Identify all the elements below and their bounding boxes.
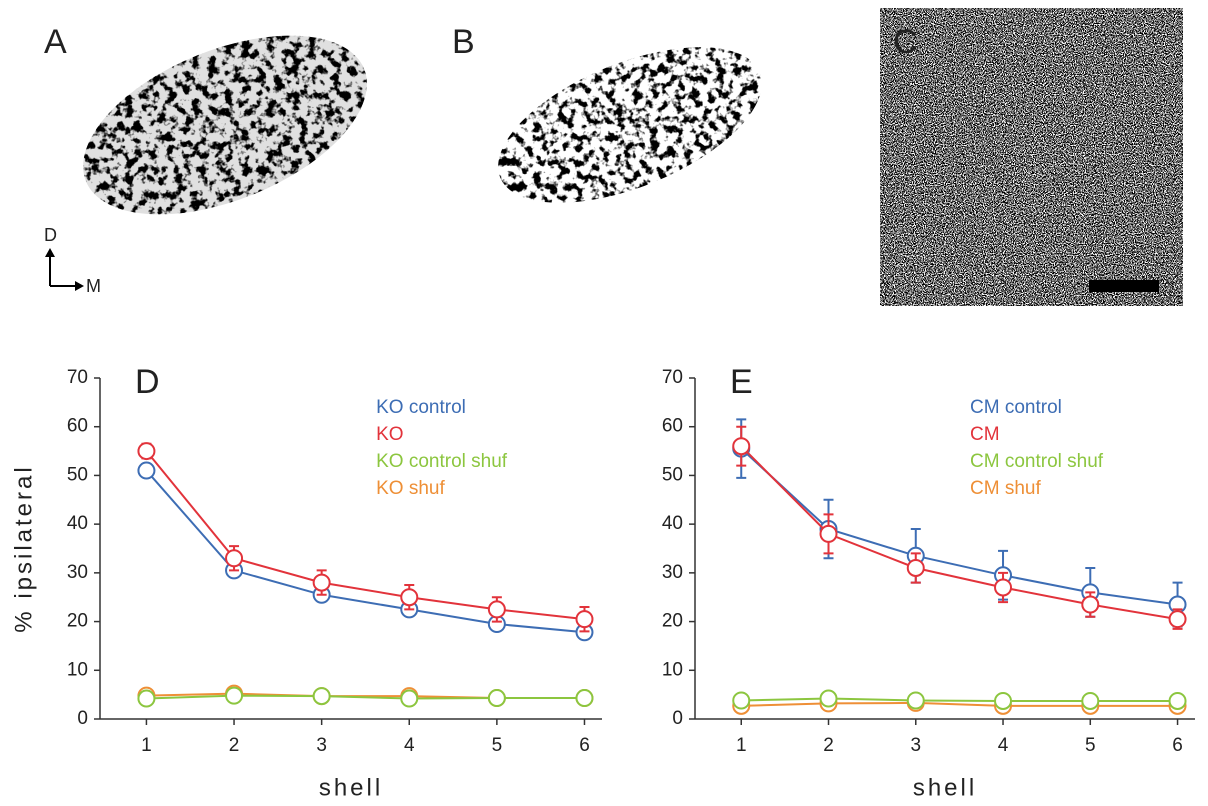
image-a [80, 20, 380, 251]
legend-entry: CM [970, 424, 1000, 445]
marker [487, 600, 506, 619]
image-c [880, 8, 1183, 306]
x-tick-label: 6 [579, 735, 590, 756]
marker [732, 437, 751, 456]
legend-entry: KO control shuf [376, 451, 508, 472]
orientation-label: D [44, 225, 57, 245]
marker [137, 689, 156, 708]
legend-entry: CM shuf [970, 478, 1041, 499]
y-tick-label: 60 [67, 416, 88, 437]
legend-entry: KO control [376, 397, 466, 418]
x-tick-label: 3 [910, 735, 921, 756]
marker [400, 588, 419, 607]
marker [575, 689, 594, 708]
x-tick-label: 6 [1172, 735, 1183, 756]
legend-entry: CM control shuf [970, 451, 1104, 472]
x-tick-label: 2 [823, 735, 834, 756]
y-tick-label: 50 [662, 464, 683, 485]
y-tick-label: 40 [67, 513, 88, 534]
marker [906, 691, 925, 710]
x-tick-label: 4 [404, 735, 415, 756]
marker [137, 461, 156, 480]
x-tick-label: 1 [736, 735, 747, 756]
marker [1081, 691, 1100, 710]
panel-label: E [730, 363, 753, 401]
series-line [740, 445, 1178, 621]
panel-label: A [44, 23, 67, 61]
x-tick-label: 2 [229, 735, 240, 756]
panel-label: D [135, 363, 160, 401]
scale-bar [1089, 280, 1159, 292]
y-tick-label: 40 [662, 513, 683, 534]
y-tick-label: 20 [67, 611, 88, 632]
marker [819, 524, 838, 543]
x-tick-label: 5 [492, 735, 503, 756]
marker [487, 689, 506, 708]
legend-entry: KO shuf [376, 478, 445, 499]
legend-entry: CM control [970, 397, 1062, 418]
series-line [740, 447, 1178, 606]
marker [312, 687, 331, 706]
y-tick-label: 70 [662, 367, 683, 388]
marker [1081, 595, 1100, 614]
marker [137, 442, 156, 461]
orientation-label: M [86, 276, 101, 296]
series-line [146, 694, 585, 700]
y-tick-label: 60 [662, 416, 683, 437]
y-tick-label: 20 [662, 611, 683, 632]
x-tick-label: 4 [998, 735, 1009, 756]
marker [312, 573, 331, 592]
y-tick-label: 10 [662, 659, 683, 680]
y-tick-label: 70 [67, 367, 88, 388]
marker [732, 691, 751, 710]
y-axis-label: % ipsilateral [10, 464, 37, 632]
series-line [741, 697, 1178, 702]
x-axis-label: shell [913, 774, 977, 801]
x-tick-label: 1 [141, 735, 152, 756]
panel-label: C [893, 23, 918, 61]
x-axis-label: shell [319, 774, 383, 801]
y-tick-label: 0 [77, 708, 88, 729]
marker [994, 578, 1013, 597]
tissue-label [80, 20, 380, 251]
marker [819, 689, 838, 708]
marker [400, 689, 419, 708]
x-tick-label: 5 [1085, 735, 1096, 756]
y-tick-label: 10 [67, 659, 88, 680]
image-b [480, 20, 780, 235]
series-line [741, 701, 1178, 707]
y-tick-label: 50 [67, 464, 88, 485]
series-line [145, 469, 585, 634]
marker [225, 549, 244, 568]
orientation: D M [44, 225, 101, 296]
marker [575, 610, 594, 629]
y-tick-label: 30 [67, 562, 88, 583]
series-line [145, 450, 585, 621]
marker [906, 558, 925, 577]
marker [994, 691, 1013, 710]
legend-entry: KO [376, 424, 403, 445]
panel-label: B [452, 23, 475, 61]
x-tick-label: 3 [316, 735, 327, 756]
marker [1168, 610, 1187, 629]
y-tick-label: 0 [672, 708, 683, 729]
marker [225, 686, 244, 705]
arrow-head [45, 248, 84, 291]
tissue-threshold [480, 20, 780, 235]
marker [1168, 691, 1187, 710]
y-tick-label: 30 [662, 562, 683, 583]
